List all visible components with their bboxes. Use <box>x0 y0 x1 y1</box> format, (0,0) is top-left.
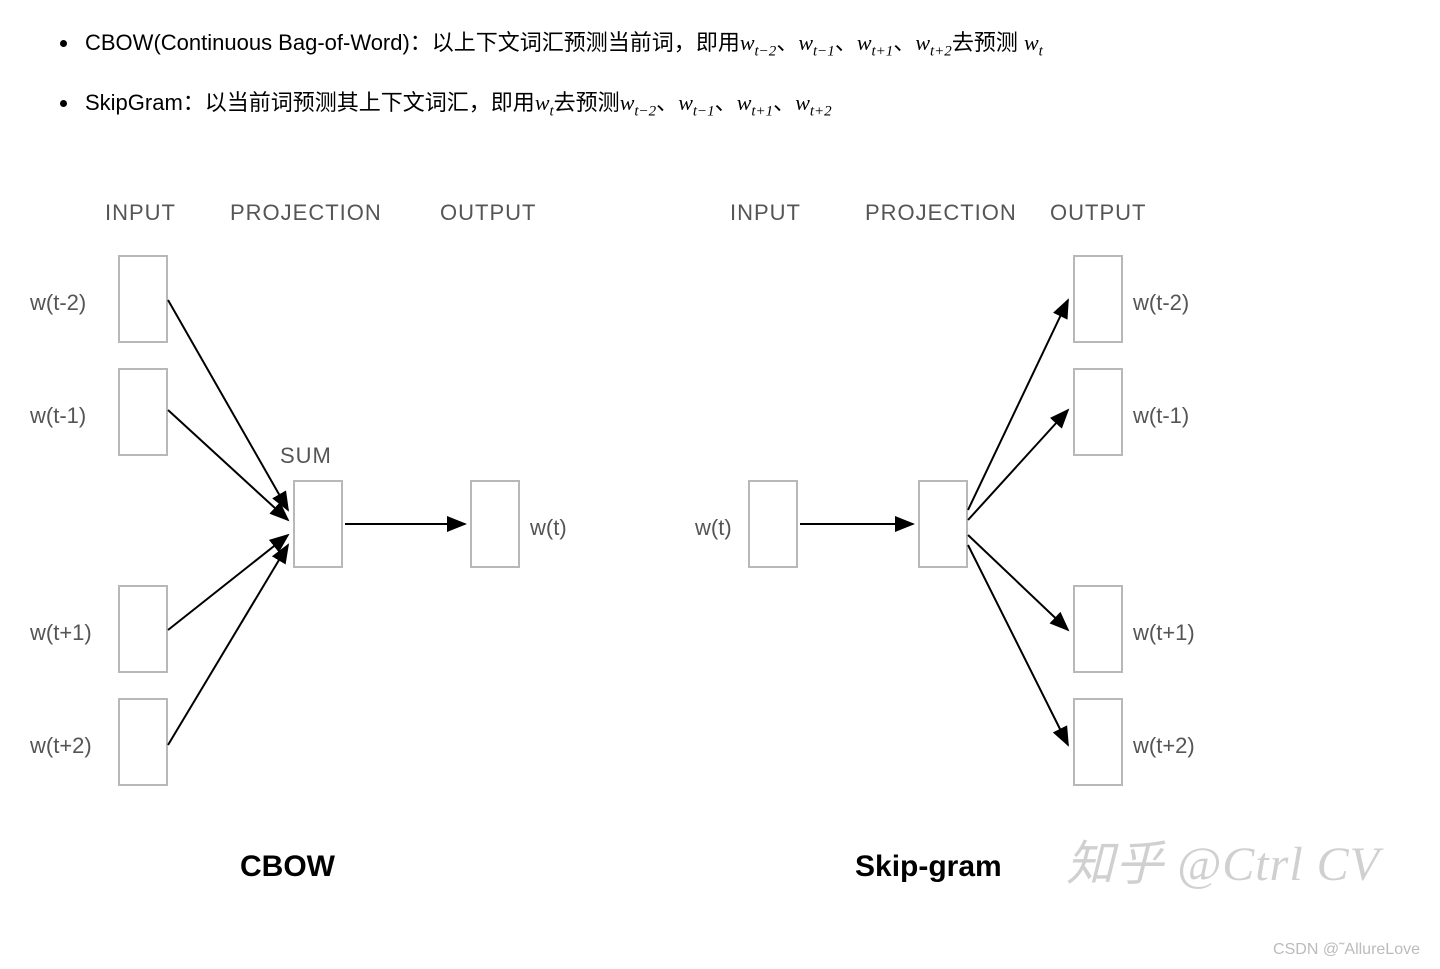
bullet-dot-icon <box>60 100 67 107</box>
cbow-input-label: w(t+2) <box>30 733 92 759</box>
cbow-output-box <box>470 480 520 568</box>
skipgram-projection-box <box>918 480 968 568</box>
skipgram-output-box <box>1073 585 1123 673</box>
sep: 、 <box>715 90 737 115</box>
arrow-line <box>168 300 288 510</box>
skipgram-title: Skip-gram <box>855 850 1002 884</box>
skipgram-input-box <box>748 480 798 568</box>
sep: 、 <box>835 30 857 55</box>
cbow-input-box <box>118 255 168 343</box>
math-sub: t+2 <box>930 43 952 59</box>
math-var: w <box>740 30 755 55</box>
math-sub: t <box>1039 43 1043 59</box>
cbow-input-label: w(t-1) <box>30 403 86 429</box>
cbow-input-box <box>118 368 168 456</box>
text-segment: 去预测 <box>554 90 620 115</box>
arrow-line <box>968 535 1068 630</box>
sep: 、 <box>773 90 795 115</box>
cbow-input-label: w(t-2) <box>30 290 86 316</box>
bullet-item-skipgram: SkipGram：以当前词预测其上下文词汇，即用wt去预测wt−2、wt−1、w… <box>60 85 1410 123</box>
arrows-svg <box>0 170 1440 930</box>
watermark-zhihu: 知乎 @Ctrl CV <box>1066 824 1380 894</box>
skipgram-header-input: INPUT <box>730 200 801 226</box>
arrow-line <box>168 410 288 520</box>
math-sub: t−2 <box>755 43 777 59</box>
sep: 、 <box>893 30 915 55</box>
math-sub: t+1 <box>872 43 894 59</box>
cbow-header-input: INPUT <box>105 200 176 226</box>
cbow-input-box <box>118 698 168 786</box>
bullet-text: SkipGram：以当前词预测其上下文词汇，即用wt去预测wt−2、wt−1、w… <box>85 85 832 123</box>
watermark-csdn: CSDN @˜AllureLove <box>1273 941 1420 959</box>
math-var: w <box>620 90 635 115</box>
text-segment: 去预测 <box>952 30 1024 55</box>
bullet-item-cbow: CBOW(Continuous Bag-of-Word)：以上下文词汇预测当前词… <box>60 25 1410 63</box>
skipgram-output-label: w(t+2) <box>1133 733 1195 759</box>
math-var: w <box>737 90 752 115</box>
bullet-dot-icon <box>60 40 67 47</box>
skipgram-header-output: OUTPUT <box>1050 200 1146 226</box>
cbow-header-projection: PROJECTION <box>230 200 382 226</box>
math-var: w <box>857 30 872 55</box>
math-sub: t+2 <box>810 104 832 120</box>
text-segment: CBOW(Continuous Bag-of-Word)：以上下文词汇预测当前词… <box>85 30 740 55</box>
math-var: w <box>798 30 813 55</box>
sep: 、 <box>776 30 798 55</box>
sep: 、 <box>656 90 678 115</box>
math-var: w <box>1024 30 1039 55</box>
math-sub: t−1 <box>813 43 835 59</box>
skipgram-output-label: w(t-2) <box>1133 290 1189 316</box>
arrow-line <box>168 535 288 630</box>
bullet-text: CBOW(Continuous Bag-of-Word)：以上下文词汇预测当前词… <box>85 25 1043 63</box>
skipgram-output-box <box>1073 255 1123 343</box>
skipgram-output-label: w(t-1) <box>1133 403 1189 429</box>
skipgram-header-projection: PROJECTION <box>865 200 1017 226</box>
math-sub: t−2 <box>634 104 656 120</box>
cbow-input-label: w(t+1) <box>30 620 92 646</box>
skipgram-output-box <box>1073 368 1123 456</box>
arrow-line <box>968 410 1068 520</box>
math-var: w <box>678 90 693 115</box>
math-var: w <box>795 90 810 115</box>
skipgram-output-label: w(t+1) <box>1133 620 1195 646</box>
diagram-area: INPUT PROJECTION OUTPUT w(t-2) w(t-1) w(t+1) w… <box>0 170 1440 930</box>
skipgram-input-label: w(t) <box>695 515 732 541</box>
math-sub: t−1 <box>693 104 715 120</box>
math-var: w <box>915 30 930 55</box>
arrow-line <box>968 545 1068 745</box>
math-sub: t+1 <box>751 104 773 120</box>
bullet-list: CBOW(Continuous Bag-of-Word)：以上下文词汇预测当前词… <box>0 0 1440 124</box>
cbow-header-output: OUTPUT <box>440 200 536 226</box>
cbow-sum-label: SUM <box>280 443 332 469</box>
skipgram-output-box <box>1073 698 1123 786</box>
arrow-line <box>168 545 288 745</box>
text-segment: SkipGram：以当前词预测其上下文词汇，即用 <box>85 90 535 115</box>
math-var: w <box>535 90 550 115</box>
arrow-line <box>968 300 1068 510</box>
cbow-output-label: w(t) <box>530 515 567 541</box>
cbow-title: CBOW <box>240 850 335 884</box>
cbow-projection-box <box>293 480 343 568</box>
cbow-input-box <box>118 585 168 673</box>
